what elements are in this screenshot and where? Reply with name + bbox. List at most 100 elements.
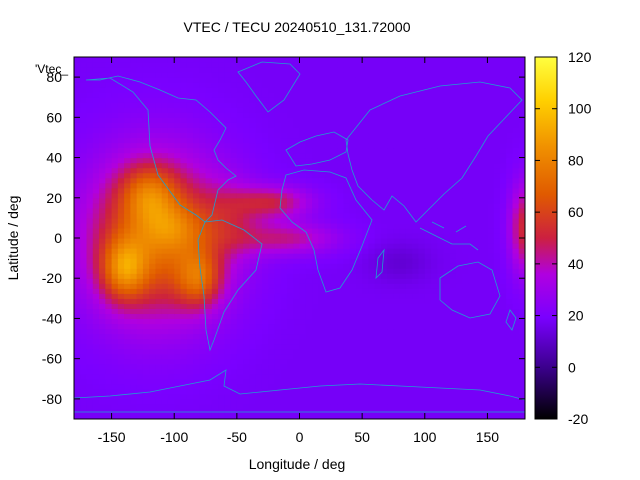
heatmap-cell [224,192,232,199]
heatmap-cell [305,152,313,159]
heatmap-cell [99,323,106,330]
heatmap-cell [305,87,313,93]
heatmap-cell [236,177,244,184]
heatmap-cell [211,202,219,209]
heatmap-cell [362,378,369,385]
heatmap-cell [155,383,163,390]
heatmap-cell [286,323,294,330]
heatmap-cell [312,373,319,380]
heatmap-cell [449,378,457,385]
heatmap-cell [105,303,113,309]
heatmap-cell [355,232,363,239]
heatmap-cell [249,373,257,380]
heatmap-cell [286,147,294,154]
heatmap-cell [399,227,407,234]
heatmap-cell [481,142,489,149]
heatmap-cell [211,283,219,289]
heatmap-cell [387,318,395,325]
heatmap-cell [124,82,131,88]
heatmap-cell [111,303,119,309]
heatmap-cell [74,413,81,419]
heatmap-cell [205,363,213,370]
heatmap-cell [380,338,388,345]
heatmap-cell [249,388,257,395]
heatmap-cell [105,383,113,390]
heatmap-cell [512,328,520,335]
heatmap-cell [481,393,489,400]
heatmap-cell [412,328,420,335]
heatmap-cell [243,102,250,108]
heatmap-cell [299,393,307,400]
heatmap-cell [174,268,182,274]
heatmap-cell [518,263,525,269]
heatmap-cell [299,87,307,93]
heatmap-cell [437,413,445,419]
heatmap-cell [506,122,514,128]
heatmap-cell [205,368,213,375]
heatmap-cell [230,373,238,380]
heatmap-cell [255,318,263,325]
heatmap-cell [299,308,307,315]
heatmap-cell [249,167,257,174]
heatmap-cell [355,298,363,304]
heatmap-cell [481,388,489,395]
heatmap-cell [268,348,276,355]
heatmap-cell [293,207,301,214]
heatmap-cell [449,92,457,98]
heatmap-cell [199,258,207,264]
heatmap-cell [337,162,344,169]
heatmap-cell [286,298,294,304]
heatmap-cell [180,303,188,309]
heatmap-cell [424,393,432,400]
heatmap-cell [343,197,351,204]
heatmap-cell [117,102,125,108]
heatmap-cell [249,122,257,128]
heatmap-cell [261,383,269,390]
heatmap-cell [506,102,514,108]
heatmap-cell [124,227,131,234]
heatmap-cell [193,243,200,249]
heatmap-cell [218,383,225,390]
heatmap-cell [236,248,244,254]
heatmap-cell [374,112,382,118]
heatmap-cell [387,358,395,365]
heatmap-cell [280,303,288,309]
heatmap-cell [399,343,407,350]
heatmap-cell [318,127,326,134]
heatmap-cell [305,358,313,365]
heatmap-cell [424,263,432,269]
heatmap-cell [224,152,232,159]
heatmap-cell [92,72,100,78]
heatmap-cell [443,298,451,304]
heatmap-cell [299,403,307,410]
heatmap-cell [249,142,257,149]
heatmap-cell [330,273,338,279]
heatmap-cell [117,388,125,395]
heatmap-cell [255,132,263,139]
heatmap-cell [305,217,313,224]
heatmap-cell [355,353,363,360]
heatmap-cell [243,147,250,154]
heatmap-cell [124,122,131,128]
heatmap-cell [305,318,313,325]
heatmap-cell [255,82,263,88]
heatmap-cell [174,102,182,108]
heatmap-cell [374,207,382,214]
heatmap-cell [280,398,288,405]
heatmap-cell [318,413,326,419]
heatmap-cell [174,87,182,93]
heatmap-cell [74,137,81,144]
heatmap-cell [337,92,344,98]
heatmap-cell [293,398,301,405]
heatmap-cell [99,378,106,385]
heatmap-cell [249,333,257,340]
heatmap-cell [355,72,363,78]
heatmap-cell [111,273,119,279]
heatmap-cell [493,313,501,320]
heatmap-cell [205,92,213,98]
heatmap-cell [418,403,426,410]
heatmap-cell [468,323,476,330]
heatmap-cell [111,328,119,335]
heatmap-cell [211,393,219,400]
heatmap-cell [230,82,238,88]
